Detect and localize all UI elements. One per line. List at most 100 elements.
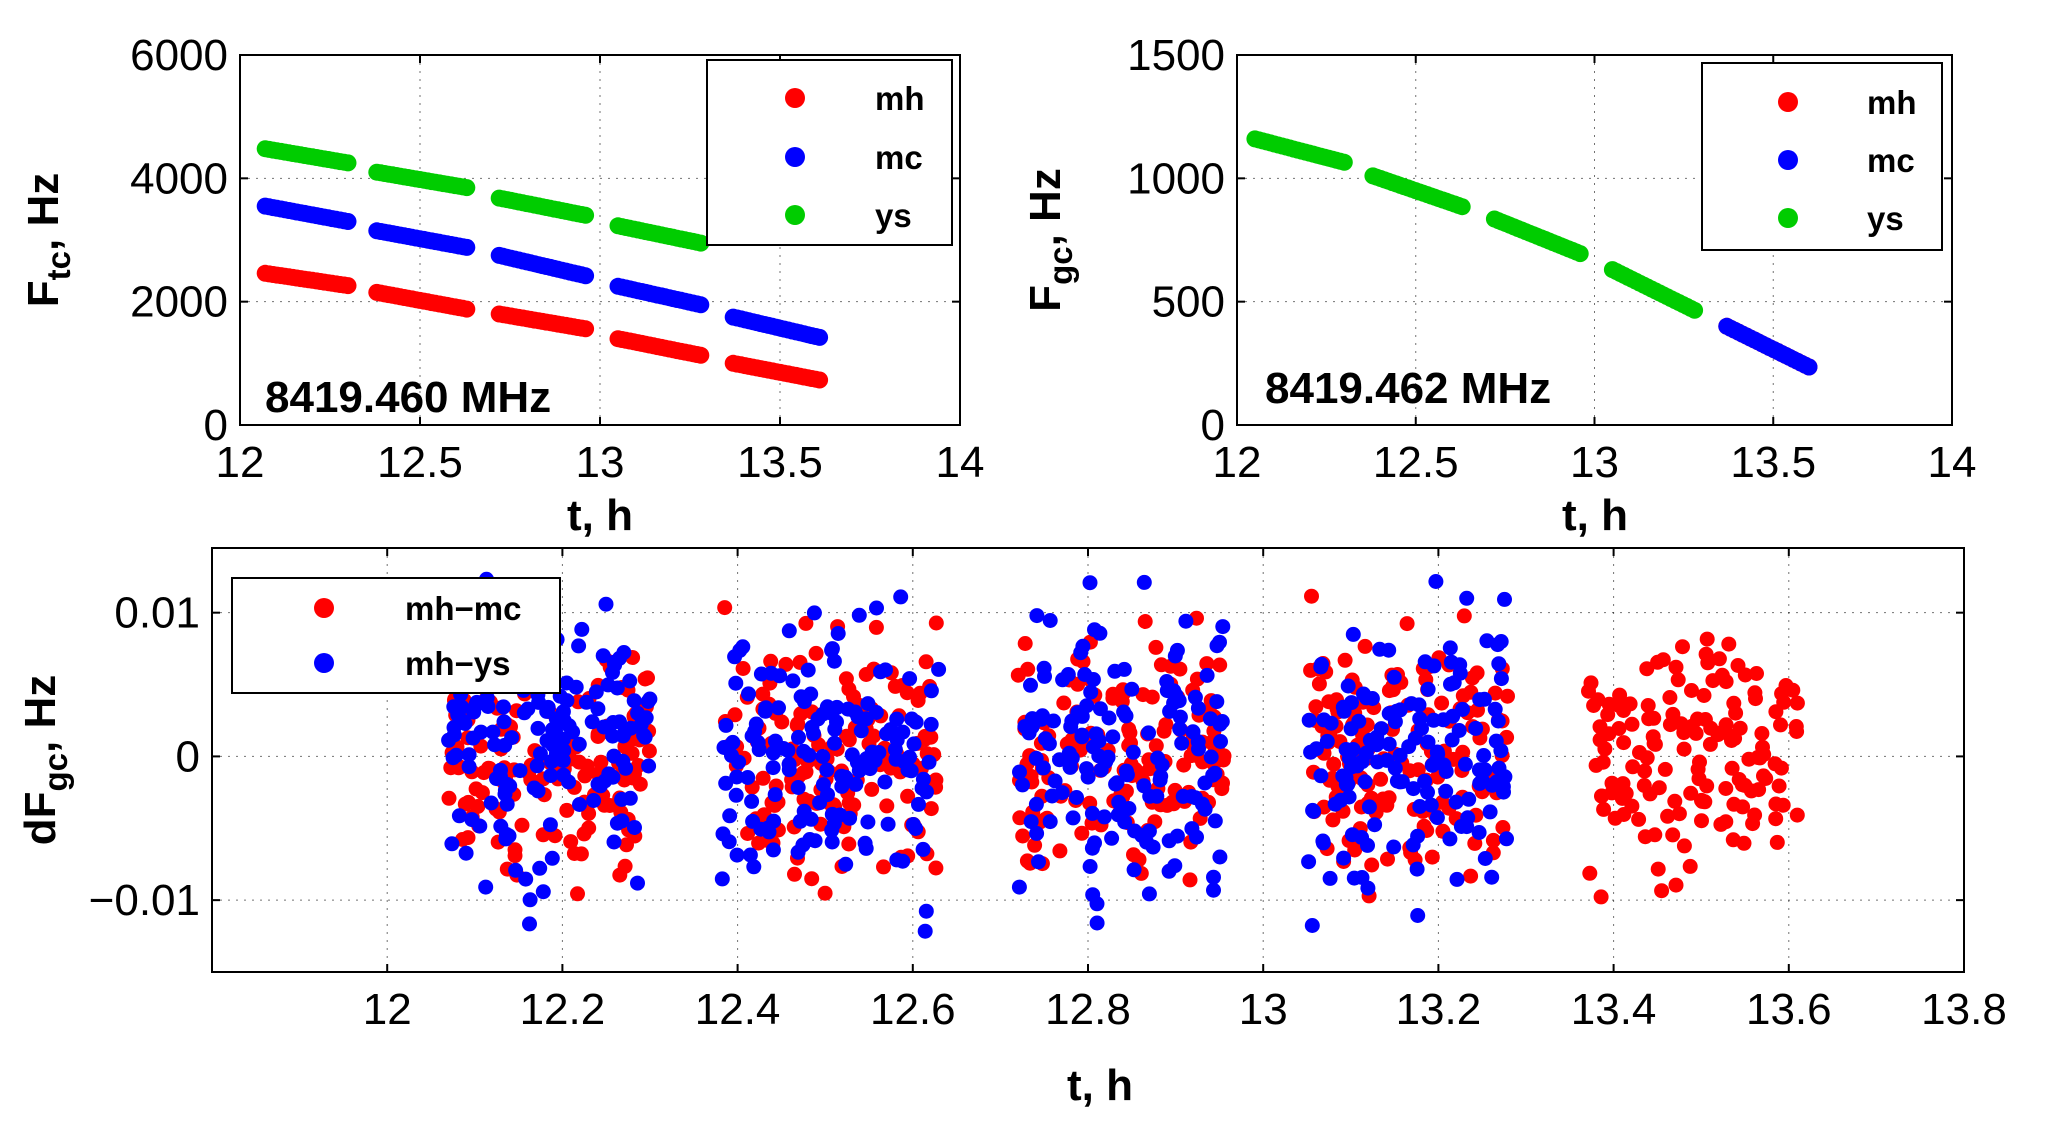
data-point-mh-ys <box>1435 712 1451 728</box>
data-point-mh-mc <box>617 858 633 874</box>
data-point-mh-ys <box>1154 757 1170 773</box>
data-point-mh-ys <box>1401 739 1417 755</box>
data-point-mh-ys <box>1476 748 1492 763</box>
x-tick-label: 12.8 <box>1045 985 1131 1034</box>
ylabel-unit: , Hz <box>16 675 65 753</box>
data-point-mh-ys <box>497 737 513 753</box>
data-point-mh-ys <box>1490 713 1506 729</box>
chart-top-left-ylabel: Ftc, Hz <box>19 173 77 307</box>
data-point-mh-ys <box>1487 701 1503 717</box>
data-point-mh-mc <box>1624 716 1640 732</box>
data-point-mh-ys <box>834 778 850 794</box>
data-point-mh-ys <box>1079 698 1095 714</box>
data-point-mh-ys <box>542 817 558 833</box>
data-point-mh-mc <box>1616 735 1632 751</box>
chart-top-right-annotation: 8419.462 MHz <box>1265 364 1551 413</box>
data-point-mc <box>1800 358 1818 376</box>
data-point-mh-ys <box>614 791 630 807</box>
data-point-mh-ys <box>918 903 934 919</box>
y-tick-label: 0 <box>204 401 228 450</box>
data-point-mh-mc <box>1304 588 1319 604</box>
data-point-mh-mc <box>1749 666 1764 681</box>
x-tick-label: 12.5 <box>377 438 463 487</box>
data-point-mh-mc <box>1148 639 1164 655</box>
data-point-mh-mc <box>1682 858 1698 874</box>
data-point-mh-ys <box>1084 840 1100 856</box>
data-point-mh-ys <box>877 774 893 790</box>
data-point-mh-ys <box>1488 733 1504 749</box>
data-point-mh-mc <box>1639 661 1655 677</box>
data-point-mh-mc <box>474 785 490 801</box>
data-point-mh-ys <box>832 807 848 823</box>
data-point-mh-ys <box>1452 665 1468 681</box>
data-point-mh-ys <box>1420 784 1435 800</box>
data-point-mh-ys <box>1212 634 1227 650</box>
data-point-mh-ys <box>824 641 840 657</box>
data-point-mh-ys <box>741 686 756 702</box>
data-point-mh-ys <box>1386 669 1402 685</box>
data-point-mh-ys <box>1472 692 1488 708</box>
data-point-mh-ys <box>1394 774 1410 790</box>
data-point-mh-ys <box>544 850 560 866</box>
data-point-mh-ys <box>1011 879 1027 895</box>
legend-box <box>231 577 561 694</box>
chart-bottom-ylabel: dFgc, Hz <box>16 675 74 846</box>
data-point-mh-ys <box>1327 796 1343 812</box>
data-point-mh-ys <box>796 803 812 819</box>
data-point-mh-ys <box>1028 750 1044 766</box>
data-point-mh-mc <box>1455 688 1471 704</box>
data-point-mh-ys <box>1351 713 1367 729</box>
data-point-mh-ys <box>1092 701 1108 717</box>
data-point-mh-ys <box>1455 701 1470 717</box>
data-point-mh-ys <box>1357 774 1373 790</box>
data-point-ys <box>692 234 710 252</box>
chart-top-right-ylabel: Fgc, Hz <box>1021 168 1079 312</box>
data-point-mh-ys <box>1367 817 1383 833</box>
y-tick-label: 0 <box>176 732 200 781</box>
data-point-mh-ys <box>921 754 937 770</box>
data-point-mh-ys <box>1029 608 1045 624</box>
data-point-mh-ys <box>1203 749 1219 765</box>
data-point-mh-mc <box>616 772 632 788</box>
data-point-mh-ys <box>1187 790 1203 806</box>
data-point-mh-mc <box>1216 748 1232 764</box>
x-tick-label: 13.4 <box>1571 985 1657 1034</box>
data-point-mh-ys <box>742 847 758 863</box>
data-point-mh-ys <box>728 675 744 691</box>
data-point-mh-ys <box>1405 781 1421 797</box>
data-point-mh-mc <box>1601 696 1617 712</box>
data-point-mh-ys <box>1430 746 1446 762</box>
data-point-mh-mc <box>1611 721 1627 736</box>
data-point-mh-mc <box>1690 761 1706 777</box>
data-point-mh-ys <box>1448 794 1464 810</box>
data-point-mh-mc <box>1364 857 1380 873</box>
data-point-mh-mc <box>804 871 820 887</box>
data-point-mh-mc <box>1694 813 1709 829</box>
data-point-mh-mc <box>1326 756 1342 772</box>
data-point-mh-mc <box>1019 853 1035 869</box>
legend-label-mh-ys: mh−ys <box>405 645 510 682</box>
data-point-mh-ys <box>853 723 869 739</box>
data-point-mh-mc <box>1657 761 1673 777</box>
data-point-mh-mc <box>1696 688 1712 703</box>
data-point-mh-ys <box>727 649 743 665</box>
data-point-mh-ys <box>1062 759 1078 775</box>
ylabel-main: dF <box>16 791 65 845</box>
data-point-mh-mc <box>1593 889 1609 905</box>
data-point-mh-mc <box>1384 682 1400 698</box>
legend-label-mh: mh <box>1867 84 1917 121</box>
data-point-mc <box>339 213 357 230</box>
data-point-mh-mc <box>1755 739 1770 755</box>
data-point-mh-ys <box>574 621 590 637</box>
data-point-mh-ys <box>902 671 918 687</box>
data-point-mh-ys <box>1207 765 1223 781</box>
data-point-mh-mc <box>789 717 805 733</box>
legend-label-mc: mc <box>875 139 923 176</box>
data-point-mh-ys <box>1091 748 1107 764</box>
chart-top-left-legend: mh mc ys <box>706 59 953 246</box>
data-point-mh-ys <box>1420 734 1436 750</box>
y-tick-label: 2000 <box>130 278 228 327</box>
x-tick-label: 13 <box>576 438 625 487</box>
